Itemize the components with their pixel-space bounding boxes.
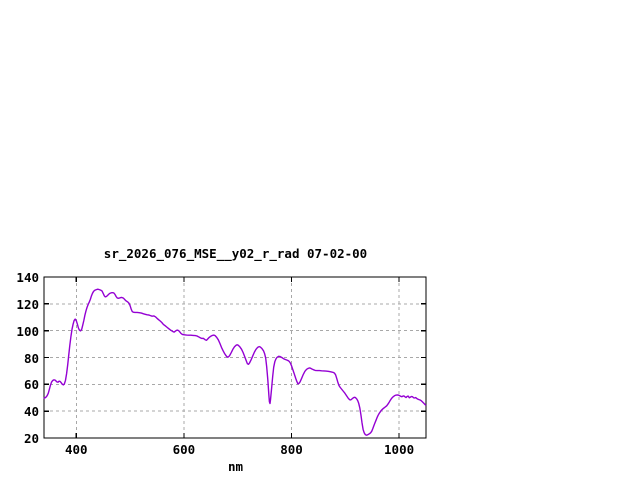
- y-tick-label: 120: [16, 296, 39, 312]
- plot-border: [43, 276, 427, 439]
- y-tick-label: 40: [23, 404, 39, 420]
- x-tick-label: 400: [64, 442, 88, 457]
- y-tick-label: 100: [16, 323, 39, 339]
- data-line: [43, 288, 427, 436]
- chart-title: sr_2026_076_MSE__y02_r_rad 07-02-00: [103, 246, 368, 261]
- y-tick-label: 140: [16, 270, 39, 285]
- x-tick-label: 600: [172, 442, 196, 457]
- x-tick-label: 800: [280, 442, 303, 457]
- y-tick-label: 80: [23, 350, 39, 366]
- y-tick-label: 20: [23, 431, 39, 446]
- x-axis-title: nm: [227, 459, 244, 474]
- y-tick-label: 60: [23, 377, 39, 393]
- x-tick-label: 1000: [384, 442, 415, 457]
